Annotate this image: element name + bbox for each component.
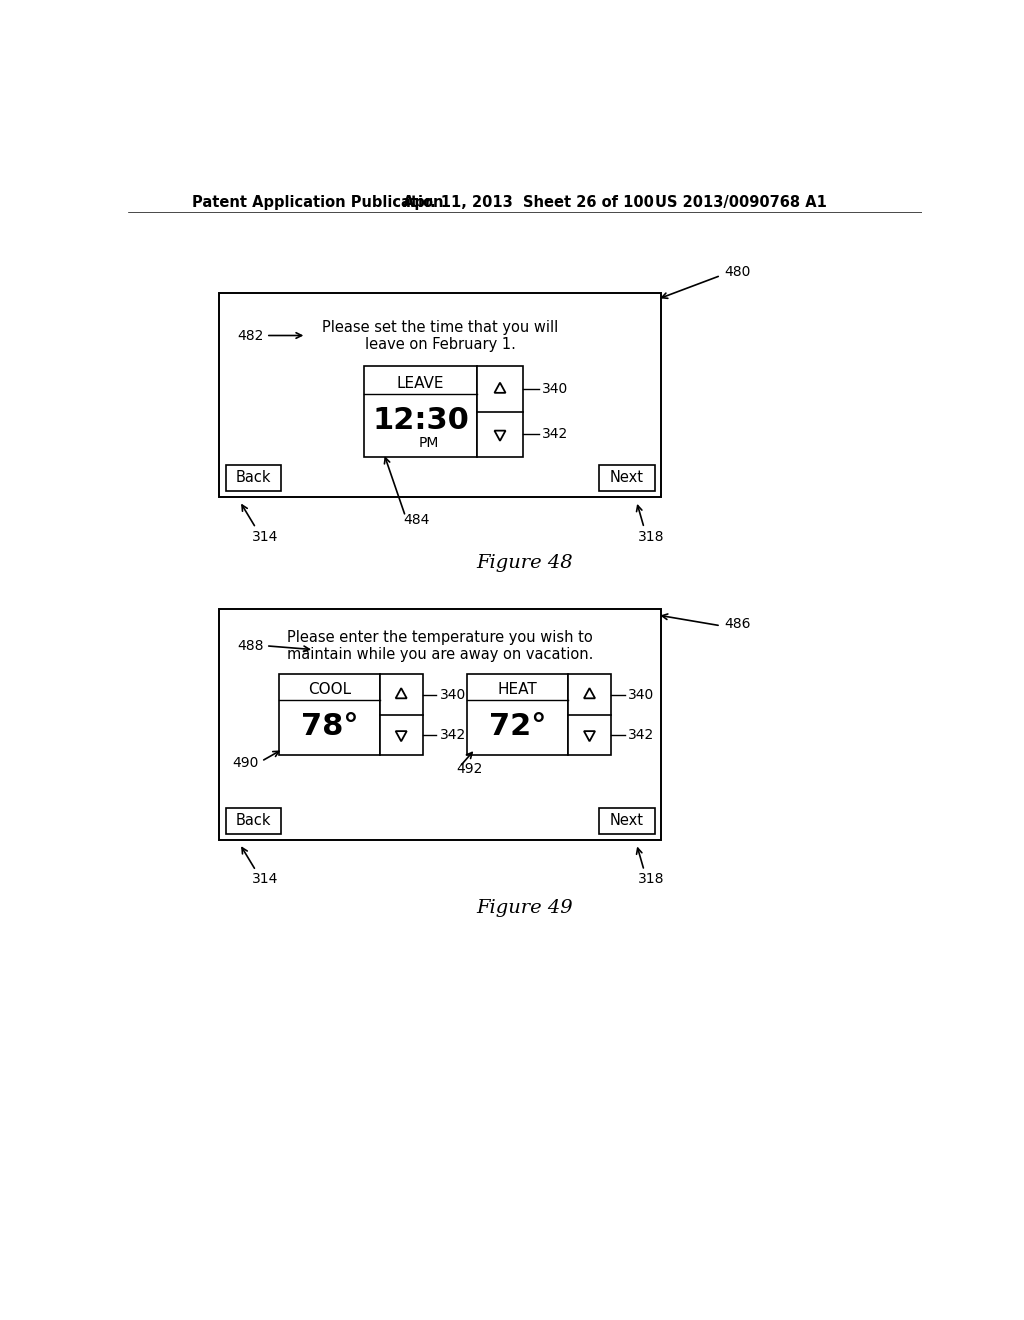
Bar (467, 675, 568, 755)
Text: 490: 490 (231, 756, 258, 770)
Bar (365, 367, 477, 457)
Text: US 2013/0090768 A1: US 2013/0090768 A1 (655, 195, 826, 210)
Text: COOL: COOL (308, 682, 351, 697)
Text: 488: 488 (238, 639, 263, 653)
Text: Figure 48: Figure 48 (476, 553, 573, 572)
Text: LEAVE: LEAVE (397, 376, 444, 391)
Text: Apr. 11, 2013  Sheet 26 of 100: Apr. 11, 2013 Sheet 26 of 100 (403, 195, 654, 210)
Text: 318: 318 (638, 873, 665, 886)
Bar (568, 675, 611, 755)
Text: 492: 492 (456, 762, 482, 776)
Bar (219, 609, 662, 840)
Text: 342: 342 (628, 727, 654, 742)
Text: 72°: 72° (489, 713, 547, 741)
Bar (280, 675, 380, 755)
Text: 342: 342 (439, 727, 466, 742)
Text: 480: 480 (725, 265, 752, 280)
Text: 340: 340 (628, 688, 654, 701)
Bar (599, 465, 655, 491)
Text: Please set the time that you will: Please set the time that you will (323, 321, 558, 335)
Text: PM: PM (418, 437, 438, 450)
Text: Figure 49: Figure 49 (476, 899, 573, 916)
Text: 318: 318 (638, 529, 665, 544)
Text: 482: 482 (238, 329, 263, 342)
Text: 340: 340 (439, 688, 466, 701)
Text: 486: 486 (725, 618, 752, 631)
Bar (477, 367, 523, 457)
Text: 342: 342 (542, 428, 568, 441)
Bar (225, 465, 282, 491)
Text: HEAT: HEAT (498, 682, 538, 697)
Text: maintain while you are away on vacation.: maintain while you are away on vacation. (287, 647, 594, 663)
Text: leave on February 1.: leave on February 1. (365, 337, 516, 352)
Bar (599, 808, 655, 834)
Text: Please enter the temperature you wish to: Please enter the temperature you wish to (288, 631, 593, 645)
Text: Back: Back (236, 470, 271, 486)
Text: 314: 314 (252, 873, 279, 886)
Text: 314: 314 (252, 529, 279, 544)
Text: Back: Back (236, 813, 271, 828)
Bar (380, 675, 423, 755)
Bar (219, 293, 662, 498)
Text: Next: Next (610, 470, 644, 486)
Text: 484: 484 (403, 513, 429, 527)
Text: 12:30: 12:30 (372, 405, 469, 434)
Text: Patent Application Publication: Patent Application Publication (193, 195, 443, 210)
Text: 78°: 78° (301, 713, 358, 741)
Text: 340: 340 (542, 381, 568, 396)
Text: Next: Next (610, 813, 644, 828)
Bar (225, 808, 282, 834)
